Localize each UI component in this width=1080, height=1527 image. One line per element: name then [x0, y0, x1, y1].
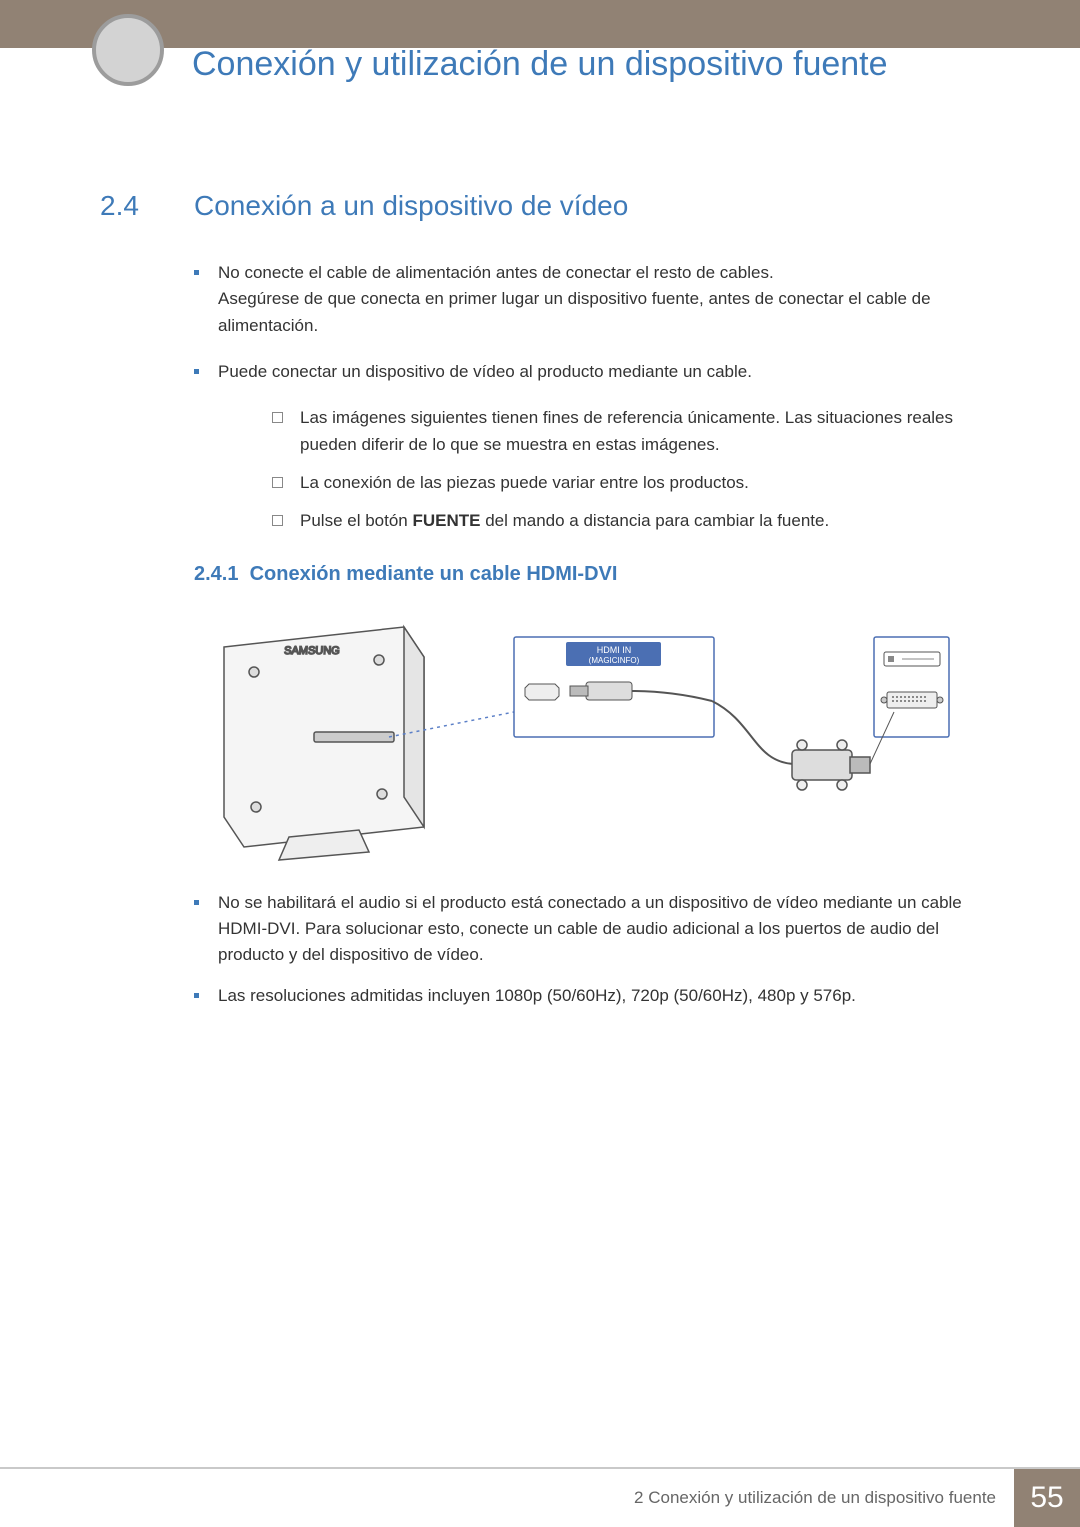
connection-diagram: SAMSUNG HDMI IN (MAGICINFO) — [194, 612, 954, 862]
section-number: 2.4 — [100, 190, 170, 222]
footer-chapter-text: 2 Conexión y utilización de un dispositi… — [634, 1469, 1014, 1527]
diagram-port-label-2: (MAGICINFO) — [589, 656, 640, 665]
main-bullet-list: No conecte el cable de alimentación ante… — [194, 260, 980, 385]
subsection-title: Conexión mediante un cable HDMI-DVI — [250, 563, 618, 585]
after-diagram-list: No se habilitará el audio si el producto… — [194, 890, 980, 1009]
subsection-heading: 2.4.1 Conexión mediante un cable HDMI-DV… — [194, 563, 980, 586]
section-title: Conexión a un dispositivo de vídeo — [194, 190, 628, 222]
note-list: Las imágenes siguientes tienen fines de … — [272, 405, 980, 534]
diagram-port-label-1: HDMI IN — [597, 645, 632, 655]
footer-page-number: 55 — [1014, 1469, 1080, 1527]
text-bold: FUENTE — [412, 511, 480, 530]
chapter-marker-circle — [92, 14, 164, 86]
list-item: La conexión de las piezas puede variar e… — [272, 470, 980, 496]
text-post: del mando a distancia para cambiar la fu… — [480, 511, 829, 530]
section-heading: 2.4 Conexión a un dispositivo de vídeo — [100, 190, 980, 222]
list-item: Las resoluciones admitidas incluyen 1080… — [194, 983, 980, 1009]
page-content: 2.4 Conexión a un dispositivo de vídeo N… — [100, 190, 980, 1029]
chapter-title: Conexión y utilización de un dispositivo… — [192, 42, 912, 86]
list-item: No se habilitará el audio si el producto… — [194, 890, 980, 969]
list-item: No conecte el cable de alimentación ante… — [194, 260, 980, 339]
diagram-brand: SAMSUNG — [284, 645, 340, 657]
subsection-number: 2.4.1 — [194, 563, 238, 585]
list-item: Puede conectar un dispositivo de vídeo a… — [194, 359, 980, 385]
text-pre: Pulse el botón — [300, 511, 412, 530]
list-item: Pulse el botón FUENTE del mando a distan… — [272, 508, 980, 534]
list-item: Las imágenes siguientes tienen fines de … — [272, 405, 980, 458]
page-footer: 2 Conexión y utilización de un dispositi… — [0, 1467, 1080, 1527]
